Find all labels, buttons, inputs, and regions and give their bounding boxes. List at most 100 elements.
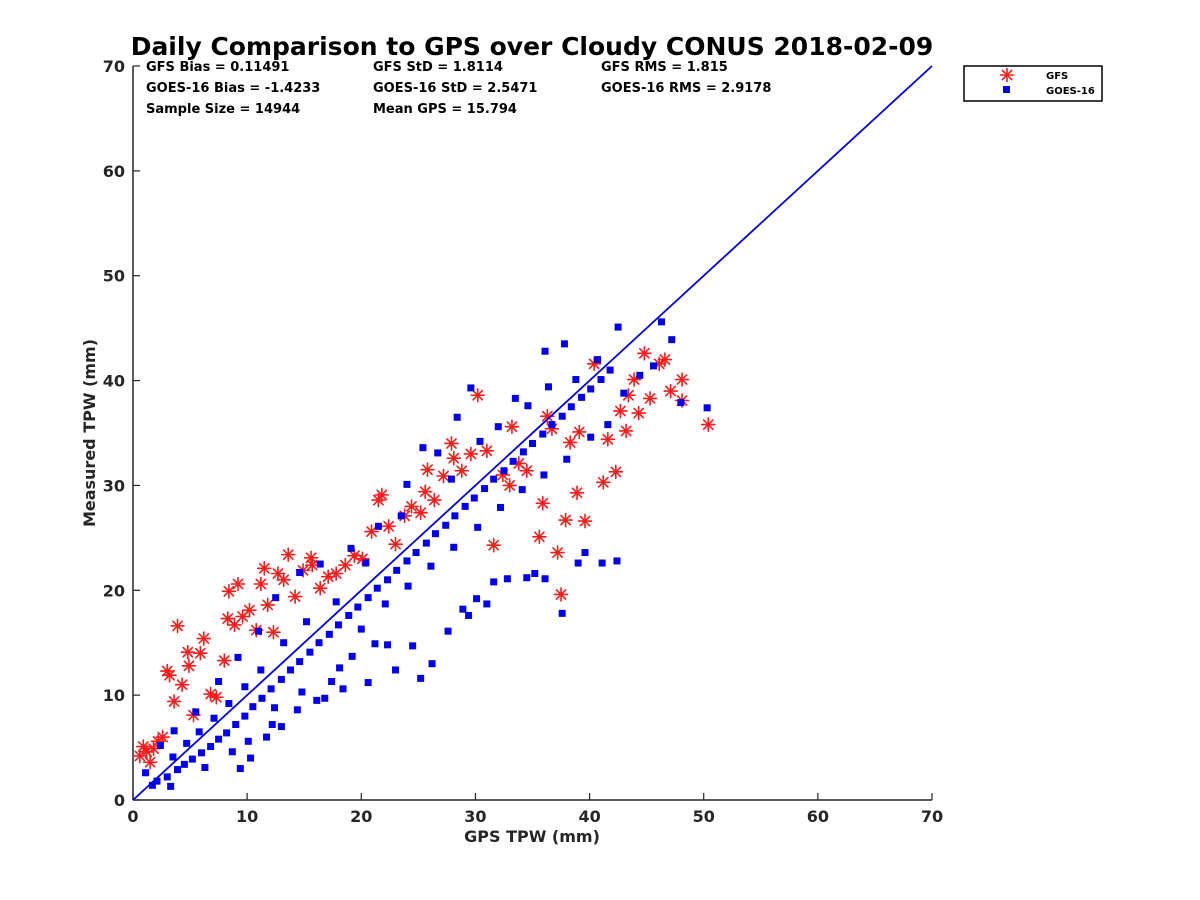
goes16-point-38 — [509, 457, 517, 465]
gfs-point-33 — [280, 547, 296, 562]
goes16-point-145 — [210, 714, 218, 722]
stat-sample-size: Sample Size = 14944 — [146, 102, 300, 117]
goes16-point-36 — [490, 475, 498, 483]
goes16-point-71 — [490, 578, 498, 586]
gfs-point-86 — [663, 383, 678, 399]
goes16-point-135 — [594, 356, 602, 364]
goes16-point-81 — [614, 323, 622, 331]
gfs-point-70 — [558, 512, 573, 528]
goes16-point-146 — [195, 728, 203, 736]
goes16-point-132 — [511, 394, 519, 402]
goes16-point-35 — [481, 485, 489, 493]
gfs-point-93 — [504, 419, 520, 435]
gfs-point-54 — [436, 468, 451, 484]
stat-gfs-bias: GFS Bias = 0.11491 — [146, 60, 289, 75]
goes16-point-6 — [207, 743, 215, 751]
x-tick-label-4: 40 — [578, 807, 600, 826]
goes16-point-100 — [234, 653, 242, 661]
legend-gfs-asterisk — [999, 67, 1015, 83]
goes16-point-12 — [258, 694, 266, 702]
x-tick-label-0: 0 — [127, 807, 138, 826]
goes16-point-43 — [558, 412, 566, 420]
goes16-point-67 — [459, 605, 467, 613]
goes16-point-105 — [142, 769, 150, 777]
x-tick-label-7: 70 — [921, 807, 943, 826]
goes16-point-41 — [539, 430, 547, 438]
legend-gfs-label: GFS — [1046, 71, 1068, 82]
gfs-point-38 — [312, 580, 328, 596]
goes16-point-55 — [313, 696, 321, 704]
goes16-point-48 — [606, 366, 614, 374]
goes16-point-22 — [354, 603, 362, 611]
goes16-point-26 — [393, 566, 401, 574]
gfs-point-52 — [417, 484, 433, 500]
gfs-point-81 — [631, 405, 646, 421]
goes16-point-113 — [321, 694, 329, 702]
gfs-point-82 — [637, 346, 652, 361]
goes16-point-144 — [225, 700, 233, 708]
gfs-point-72 — [569, 485, 585, 501]
goes16-point-136 — [447, 475, 455, 483]
goes16-point-104 — [156, 741, 164, 749]
gfs-point-32 — [276, 572, 291, 588]
goes16-point-60 — [371, 640, 379, 648]
gfs-point-27 — [253, 576, 269, 592]
goes16-point-28 — [412, 549, 420, 557]
legend-goes16-marker — [1003, 86, 1010, 93]
goes16-point-147 — [183, 739, 191, 747]
goes16-point-70 — [483, 600, 491, 608]
x-tick-label-2: 20 — [350, 807, 372, 826]
goes16-point-23 — [364, 594, 372, 602]
gfs-point-85 — [657, 352, 673, 367]
goes16-point-8 — [223, 729, 231, 737]
gfs-point-57 — [463, 446, 479, 462]
gfs-point-71 — [562, 435, 578, 450]
gfs-point-34 — [287, 589, 303, 604]
gfs-point-64 — [519, 463, 535, 479]
gfs-point-95 — [420, 462, 435, 478]
goes16-point-87 — [560, 340, 568, 348]
goes16-point-64 — [417, 674, 425, 682]
gfs-point-53 — [427, 492, 442, 508]
gfs-point-91 — [571, 424, 587, 440]
gfs-point-40 — [328, 566, 344, 581]
gfs-point-21 — [221, 584, 237, 599]
goes16-point-78 — [581, 549, 589, 557]
x-axis-label: GPS TPW (mm) — [464, 827, 600, 846]
goes16-point-98 — [272, 594, 280, 602]
goes16-point-83 — [657, 318, 665, 326]
goes16-point-32 — [451, 512, 459, 520]
goes16-point-131 — [476, 437, 484, 445]
goes16-point-93 — [403, 480, 411, 488]
goes16-point-56 — [328, 678, 336, 686]
x-tick-label-5: 50 — [693, 807, 715, 826]
goes16-point-62 — [392, 666, 400, 674]
legend-gfs-marker — [999, 67, 1015, 83]
goes16-point-74 — [531, 570, 539, 578]
goes16-point-89 — [467, 384, 475, 392]
gfs-point-20 — [220, 611, 236, 626]
goes16-point-94 — [374, 522, 382, 530]
stats-block: GFS Bias = 0.11491 GFS StD = 1.8114 GFS … — [146, 60, 771, 117]
goes16-point-130 — [494, 423, 502, 431]
goes16-point-121 — [497, 503, 505, 511]
reference-line — [132, 65, 933, 801]
gfs-point-16 — [196, 631, 212, 646]
goes16-point-17 — [306, 648, 314, 656]
chart-title: Daily Comparison to GPS over Cloudy CONU… — [131, 32, 934, 61]
goes16-point-30 — [431, 530, 439, 538]
goes16-point-20 — [334, 621, 342, 629]
gfs-point-47 — [381, 519, 396, 534]
gfs-point-76 — [600, 431, 616, 447]
goes16-point-124 — [563, 455, 571, 463]
goes16-point-1 — [163, 773, 171, 781]
goes16-point-24 — [373, 584, 381, 592]
goes16-point-51 — [263, 733, 271, 741]
goes16-point-138 — [362, 559, 370, 567]
goes16-point-66 — [444, 627, 452, 635]
y-tick-label-1: 10 — [103, 686, 125, 705]
y-tick-label-4: 40 — [103, 372, 125, 391]
goes16-point-0 — [153, 777, 161, 785]
goes16-point-129 — [524, 402, 532, 410]
